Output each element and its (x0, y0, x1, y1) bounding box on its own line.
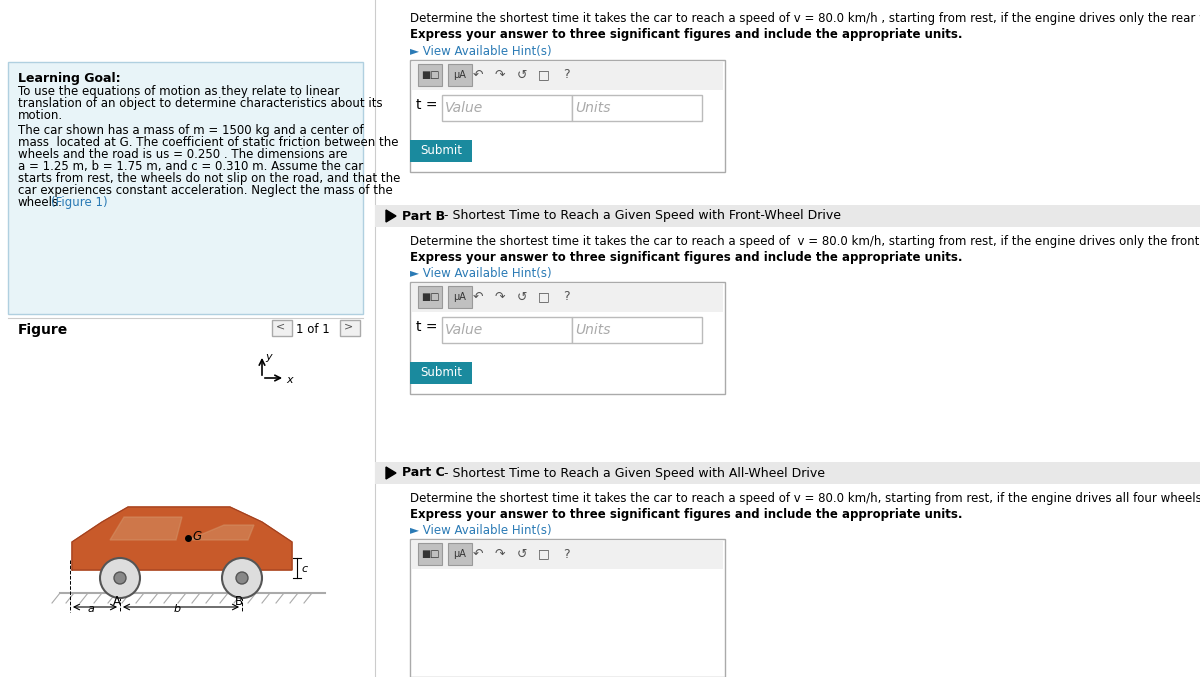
Text: Units: Units (575, 101, 611, 115)
Text: t =: t = (416, 320, 438, 334)
Text: Part B: Part B (402, 209, 445, 223)
Text: - Shortest Time to Reach a Given Speed with Front-Wheel Drive: - Shortest Time to Reach a Given Speed w… (440, 209, 841, 223)
Text: motion.: motion. (18, 109, 64, 122)
Text: μA: μA (454, 549, 467, 559)
Text: ?: ? (563, 290, 569, 303)
Text: t =: t = (416, 98, 438, 112)
Circle shape (236, 572, 248, 584)
Text: ■□: ■□ (421, 292, 439, 302)
Bar (418, 286, 442, 308)
Text: ↶: ↶ (473, 548, 484, 561)
Polygon shape (386, 210, 396, 222)
Text: ■□: ■□ (421, 70, 439, 80)
Text: ↺: ↺ (517, 290, 527, 303)
Circle shape (100, 558, 140, 598)
Text: □: □ (538, 68, 550, 81)
Polygon shape (72, 507, 292, 570)
Text: ?: ? (563, 68, 569, 81)
Bar (410, 60, 725, 172)
Text: a = 1.25 m, b = 1.75 m, and c = 0.310 m. Assume the car: a = 1.25 m, b = 1.75 m, and c = 0.310 m.… (18, 160, 364, 173)
Text: Submit: Submit (420, 144, 462, 158)
Text: ↺: ↺ (517, 548, 527, 561)
Text: <: < (276, 321, 286, 331)
Text: wheels.: wheels. (18, 196, 62, 209)
Text: ► View Available Hint(s): ► View Available Hint(s) (410, 267, 552, 280)
Text: B: B (235, 595, 244, 608)
Text: μA: μA (454, 70, 467, 80)
Text: ↷: ↷ (494, 290, 505, 303)
Bar (572, 95, 702, 121)
Text: A: A (113, 595, 121, 608)
Text: ↶: ↶ (473, 290, 484, 303)
Text: G: G (192, 530, 202, 543)
Text: To use the equations of motion as they relate to linear: To use the equations of motion as they r… (18, 85, 340, 98)
Bar (418, 64, 442, 86)
Bar (442, 317, 572, 343)
Text: Learning Goal:: Learning Goal: (18, 72, 121, 85)
Bar (272, 320, 292, 336)
Text: c: c (301, 564, 307, 574)
Text: a: a (88, 604, 95, 614)
Bar (412, 541, 722, 569)
Text: x: x (286, 375, 293, 385)
Text: 1 of 1: 1 of 1 (296, 323, 330, 336)
Text: Figure: Figure (18, 323, 68, 337)
Bar (412, 62, 722, 90)
Polygon shape (386, 467, 396, 479)
Text: >: > (344, 321, 353, 331)
Bar (418, 543, 442, 565)
Bar (410, 539, 725, 677)
Circle shape (222, 558, 262, 598)
Bar (374, 462, 1200, 484)
Text: mass  located at G. The coefficient of static friction between the: mass located at G. The coefficient of st… (18, 136, 398, 149)
Bar (412, 284, 722, 312)
Bar (374, 205, 1200, 227)
Bar (8, 62, 364, 314)
Text: Determine the shortest time it takes the car to reach a speed of  v = 80.0 km/h,: Determine the shortest time it takes the… (410, 235, 1200, 248)
Bar (448, 286, 472, 308)
Text: starts from rest, the wheels do not slip on the road, and that the: starts from rest, the wheels do not slip… (18, 172, 401, 185)
Text: ► View Available Hint(s): ► View Available Hint(s) (410, 45, 552, 58)
Bar (572, 317, 702, 343)
Text: □: □ (538, 290, 550, 303)
Text: (Figure 1): (Figure 1) (52, 196, 108, 209)
Text: The car shown has a mass of m = 1500 kg and a center of: The car shown has a mass of m = 1500 kg … (18, 124, 364, 137)
Text: car experiences constant acceleration. Neglect the mass of the: car experiences constant acceleration. N… (18, 184, 392, 197)
Bar (448, 64, 472, 86)
Text: ► View Available Hint(s): ► View Available Hint(s) (410, 524, 552, 537)
Text: □: □ (538, 548, 550, 561)
Text: Value: Value (445, 101, 484, 115)
Text: Express your answer to three significant figures and include the appropriate uni: Express your answer to three significant… (410, 251, 962, 264)
Bar (340, 320, 360, 336)
Text: Express your answer to three significant figures and include the appropriate uni: Express your answer to three significant… (410, 508, 962, 521)
Text: Determine the shortest time it takes the car to reach a speed of v = 80.0 km/h, : Determine the shortest time it takes the… (410, 492, 1200, 505)
Polygon shape (188, 525, 254, 540)
Text: translation of an object to determine characteristics about its: translation of an object to determine ch… (18, 97, 383, 110)
Text: ■□: ■□ (421, 549, 439, 559)
Text: ↷: ↷ (494, 548, 505, 561)
Text: ↺: ↺ (517, 68, 527, 81)
Bar (410, 362, 472, 384)
Text: y: y (265, 352, 271, 362)
Text: Value: Value (445, 323, 484, 337)
Text: - Shortest Time to Reach a Given Speed with All-Wheel Drive: - Shortest Time to Reach a Given Speed w… (440, 466, 826, 479)
Text: μA: μA (454, 292, 467, 302)
Circle shape (114, 572, 126, 584)
Bar (410, 282, 725, 394)
Text: b: b (174, 604, 181, 614)
Text: ↶: ↶ (473, 68, 484, 81)
Text: Submit: Submit (420, 366, 462, 380)
Text: wheels and the road is us = 0.250 . The dimensions are: wheels and the road is us = 0.250 . The … (18, 148, 348, 161)
Bar (410, 140, 472, 162)
Text: Determine the shortest time it takes the car to reach a speed of v = 80.0 km/h ,: Determine the shortest time it takes the… (410, 12, 1200, 25)
Text: Part C: Part C (402, 466, 445, 479)
Bar (442, 95, 572, 121)
Text: ?: ? (563, 548, 569, 561)
Bar (448, 543, 472, 565)
Text: Express your answer to three significant figures and include the appropriate uni: Express your answer to three significant… (410, 28, 962, 41)
Polygon shape (110, 517, 182, 540)
Text: Units: Units (575, 323, 611, 337)
Text: ↷: ↷ (494, 68, 505, 81)
